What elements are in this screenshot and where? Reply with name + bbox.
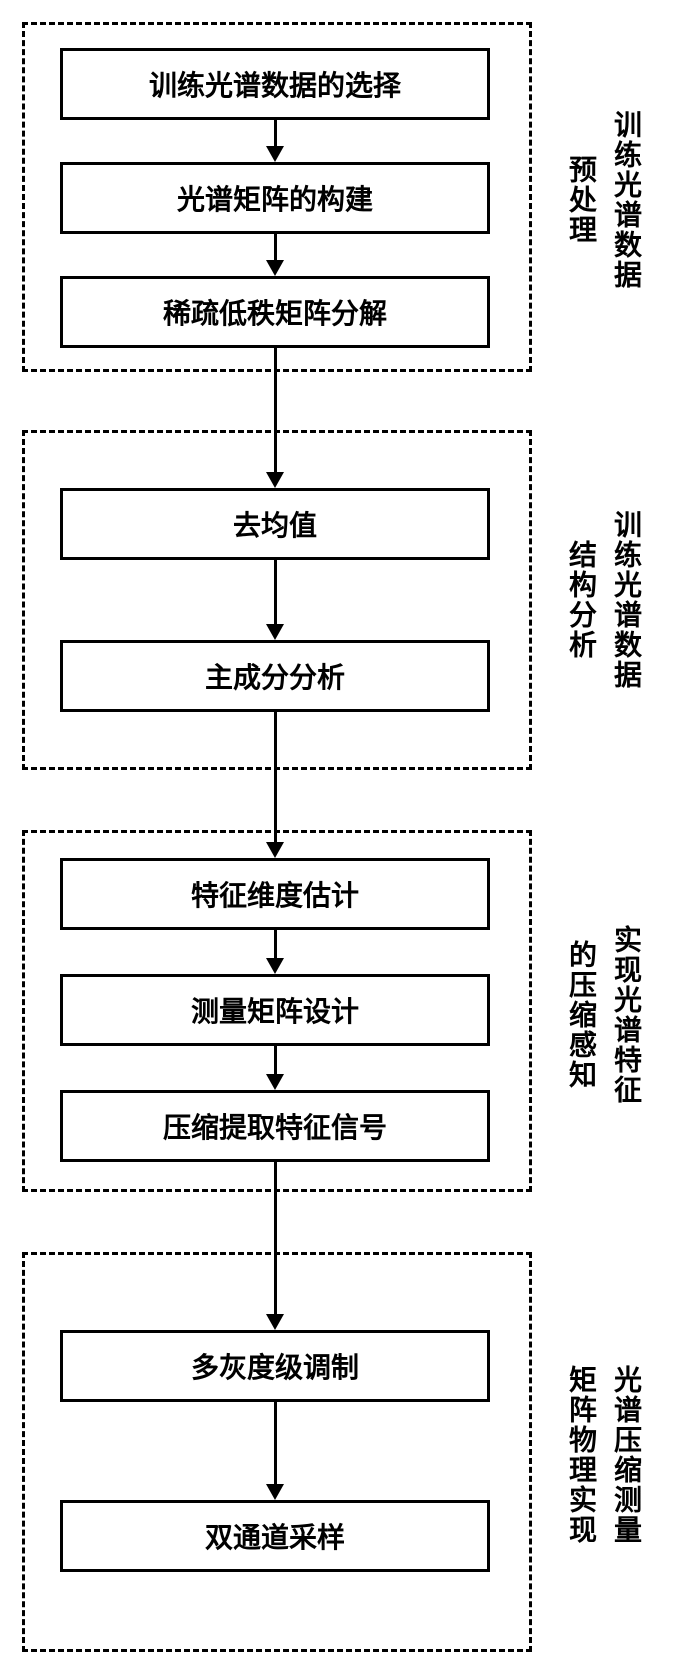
arr-9-10-line xyxy=(274,1402,277,1484)
box-2-2: 主成分分析 xyxy=(60,640,490,712)
arr-7-8-head-icon xyxy=(266,1074,284,1090)
stage-4-label-col-1: 矩阵物理实现 xyxy=(555,1310,600,1600)
box-3-1: 特征维度估计 xyxy=(60,858,490,930)
stage-3-label-col-0: 实现光谱特征 xyxy=(600,870,645,1160)
box-4-2: 双通道采样 xyxy=(60,1500,490,1572)
arr-1-2-head-icon xyxy=(266,146,284,162)
stage-2-label-col-1: 结构分析 xyxy=(555,460,600,740)
arr-4-5-head-icon xyxy=(266,624,284,640)
arr-2-3-head-icon xyxy=(266,260,284,276)
arr-5-6-head-icon xyxy=(266,842,284,858)
arr-6-7-head-icon xyxy=(266,958,284,974)
arr-3-4-head-icon xyxy=(266,472,284,488)
arr-1-2-line xyxy=(274,120,277,146)
stage-4 xyxy=(22,1252,532,1652)
arr-8-9-head-icon xyxy=(266,1314,284,1330)
stage-1-label-col-0: 训练光谱数据 xyxy=(600,60,645,340)
arr-5-6-line xyxy=(274,712,277,842)
arr-8-9-line xyxy=(274,1162,277,1314)
arr-6-7-line xyxy=(274,930,277,958)
stage-1-label-col-1: 预处理 xyxy=(555,60,600,340)
stage-4-label-col-0: 光谱压缩测量 xyxy=(600,1310,645,1600)
arr-4-5-line xyxy=(274,560,277,624)
arr-3-4-line xyxy=(274,348,277,472)
box-2-1: 去均值 xyxy=(60,488,490,560)
box-3-2: 测量矩阵设计 xyxy=(60,974,490,1046)
arr-2-3-line xyxy=(274,234,277,260)
box-1-1: 训练光谱数据的选择 xyxy=(60,48,490,120)
stage-3-label-col-1: 的压缩感知 xyxy=(555,870,600,1160)
box-3-3: 压缩提取特征信号 xyxy=(60,1090,490,1162)
box-1-3: 稀疏低秩矩阵分解 xyxy=(60,276,490,348)
box-4-1: 多灰度级调制 xyxy=(60,1330,490,1402)
box-1-2: 光谱矩阵的构建 xyxy=(60,162,490,234)
arr-9-10-head-icon xyxy=(266,1484,284,1500)
stage-2-label-col-0: 训练光谱数据 xyxy=(600,460,645,740)
arr-7-8-line xyxy=(274,1046,277,1074)
flowchart-canvas: 训练光谱数据预处理训练光谱数据的选择光谱矩阵的构建稀疏低秩矩阵分解训练光谱数据结… xyxy=(0,0,676,1676)
